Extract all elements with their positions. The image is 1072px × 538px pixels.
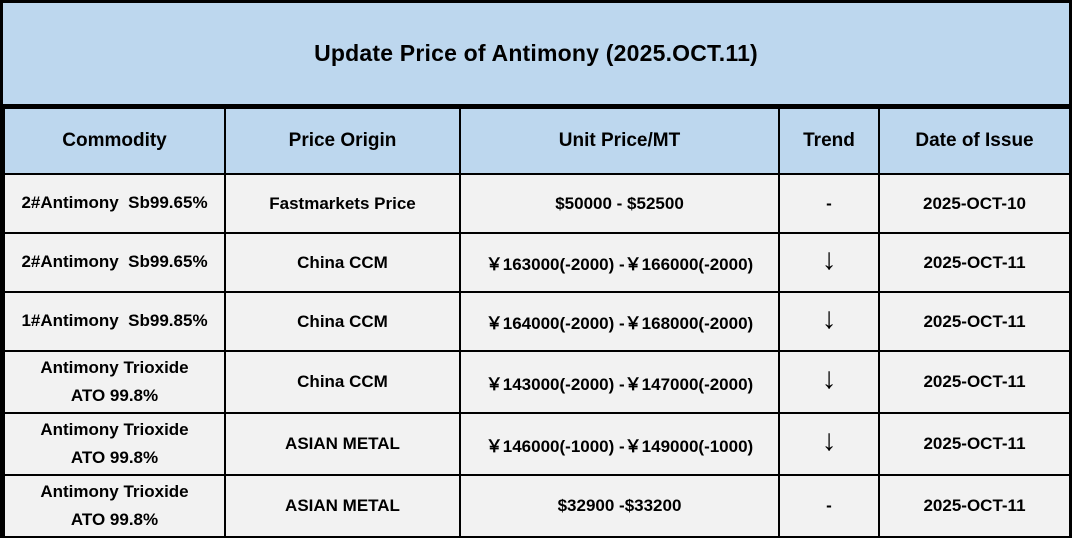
table-row: Antimony Trioxide ATO 99.8% China CCM ￥1… xyxy=(3,349,1071,415)
table-row: 2#Antimony Sb99.65% Fastmarkets Price $5… xyxy=(3,173,1071,234)
commodity-cell: Antimony Trioxide ATO 99.8% xyxy=(3,412,226,477)
trend-cell: - xyxy=(778,173,880,234)
commodity-cell: 2#Antimony Sb99.65% xyxy=(3,232,226,293)
unit-price-cell: ￥143000(-2000) -￥147000(-2000) xyxy=(459,349,780,415)
trend-cell: ↓ xyxy=(778,349,880,415)
date-of-issue-cell: 2025-OCT-11 xyxy=(878,474,1071,538)
unit-price-cell: ￥163000(-2000) -￥166000(-2000) xyxy=(459,232,780,293)
price-table: Commodity Price Origin Unit Price/MT Tre… xyxy=(3,107,1071,538)
price-origin-cell: ASIAN METAL xyxy=(224,412,461,477)
header-unit-price: Unit Price/MT xyxy=(459,107,780,175)
trend-cell: - xyxy=(778,474,880,538)
header-trend: Trend xyxy=(778,107,880,175)
unit-price-cell: ￥146000(-1000) -￥149000(-1000) xyxy=(459,412,780,477)
commodity-cell: 2#Antimony Sb99.65% xyxy=(3,173,226,234)
date-of-issue-cell: 2025-OCT-11 xyxy=(878,412,1071,477)
table-row: Antimony Trioxide ATO 99.8% ASIAN METAL … xyxy=(3,412,1071,477)
commodity-cell: Antimony Trioxide ATO 99.8% xyxy=(3,474,226,538)
date-of-issue-cell: 2025-OCT-11 xyxy=(878,349,1071,415)
header-commodity: Commodity xyxy=(3,107,226,175)
unit-price-cell: ￥164000(-2000) -￥168000(-2000) xyxy=(459,291,780,352)
table-row: Antimony Trioxide ATO 99.8% ASIAN METAL … xyxy=(3,474,1071,538)
price-origin-cell: China CCM xyxy=(224,349,461,415)
price-origin-cell: Fastmarkets Price xyxy=(224,173,461,234)
commodity-cell: 1#Antimony Sb99.85% xyxy=(3,291,226,352)
table-row: 1#Antimony Sb99.85% China CCM ￥164000(-2… xyxy=(3,291,1071,352)
price-origin-cell: China CCM xyxy=(224,232,461,293)
trend-cell: ↓ xyxy=(778,412,880,477)
header-price-origin: Price Origin xyxy=(224,107,461,175)
page-title: Update Price of Antimony (2025.OCT.11) xyxy=(3,3,1069,107)
table-header-row: Commodity Price Origin Unit Price/MT Tre… xyxy=(3,107,1071,175)
unit-price-cell: $50000 - $52500 xyxy=(459,173,780,234)
header-date-of-issue: Date of Issue xyxy=(878,107,1071,175)
price-origin-cell: China CCM xyxy=(224,291,461,352)
unit-price-cell: $32900 -$33200 xyxy=(459,474,780,538)
trend-cell: ↓ xyxy=(778,232,880,293)
date-of-issue-cell: 2025-OCT-10 xyxy=(878,173,1071,234)
table-row: 2#Antimony Sb99.65% China CCM ￥163000(-2… xyxy=(3,232,1071,293)
price-origin-cell: ASIAN METAL xyxy=(224,474,461,538)
trend-cell: ↓ xyxy=(778,291,880,352)
commodity-cell: Antimony Trioxide ATO 99.8% xyxy=(3,349,226,415)
date-of-issue-cell: 2025-OCT-11 xyxy=(878,232,1071,293)
date-of-issue-cell: 2025-OCT-11 xyxy=(878,291,1071,352)
